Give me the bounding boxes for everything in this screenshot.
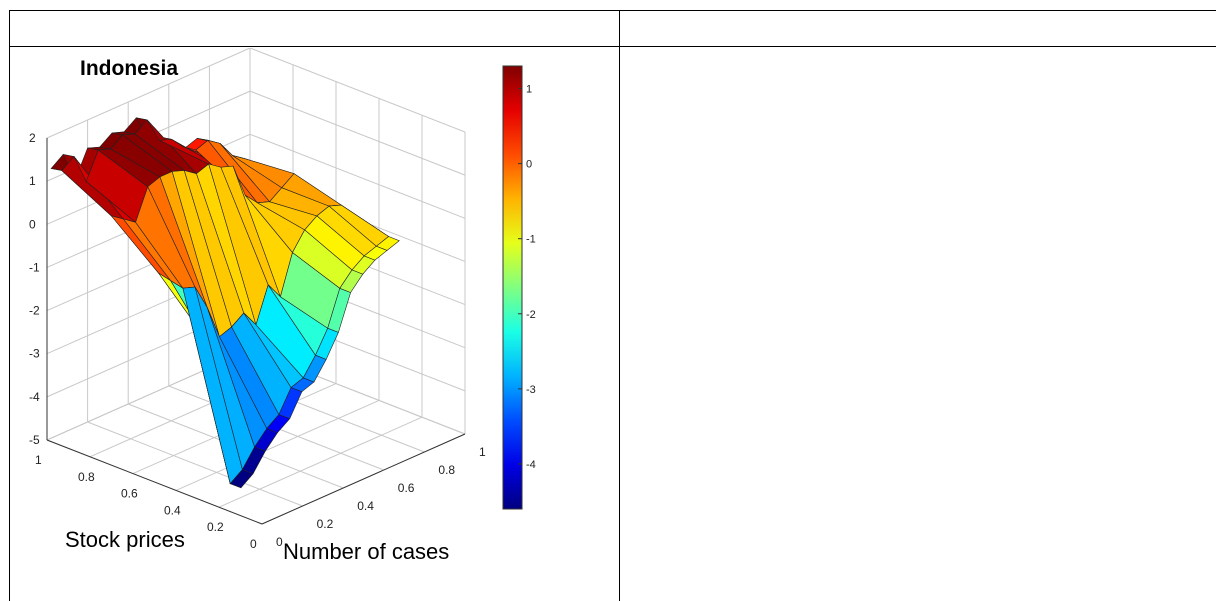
y-tick-label: 0.6 [121,487,138,501]
z-tick-label: -4 [29,390,40,404]
y-tick-label: 0.8 [78,470,95,484]
x-tick-label: 0 [276,535,283,549]
z-tick-label: -5 [29,433,40,447]
table-column-divider [619,10,620,601]
colorbar-tick-label: -4 [526,459,536,471]
grid-line [175,399,380,491]
grid-line [87,421,303,507]
z-tick-label: -2 [29,304,40,318]
y-tick-label: 0.2 [207,520,224,534]
chart-title: Indonesia [80,57,178,80]
table-top-border [9,10,1216,11]
colorbar: 1 0 -1 -2 -3 -4 [502,65,536,510]
z-tick-label: -1 [29,260,40,274]
y-axis-label: Stock prices [65,527,185,552]
z-tick-label: 0 [29,217,36,231]
table-left-border [9,10,10,601]
axis-line [261,433,466,525]
z-tick-label: 1 [29,174,36,188]
x-tick-label: 0.8 [438,463,455,477]
grid-line [249,48,466,133]
chart-panel: 2 1 0 -1 -2 -3 -4 -5 1 0.8 0.6 0.4 0.2 0 0 0.2 0.4 0.6 0.8… [12,48,618,601]
x-tick-label: 1 [479,445,486,459]
x-tick-label: 0.6 [398,481,415,495]
z-tick-label: -3 [29,347,40,361]
x-tick-label: 0.2 [317,517,334,531]
z-tick-label: 2 [29,131,36,145]
grid-line [218,416,423,508]
colorbar-tick-label: -1 [526,234,536,246]
colorbar-tick-label: -3 [526,384,536,396]
grid-line [46,48,251,139]
x-axis-label: Number of cases [283,539,449,564]
y-tick-label: 1 [35,453,42,467]
y-tick-label: 0 [250,537,257,551]
colorbar-tick-label: 0 [526,159,532,171]
grid-line [249,133,466,219]
colorbar-tick-label: -2 [526,309,536,321]
surface-layer [50,117,400,489]
surface-patch [375,236,400,251]
table-row-divider [9,46,1216,47]
colorbar-rect [502,65,523,510]
grid-line [249,90,466,176]
colorbar-tick-label: 1 [526,84,532,96]
surface-chart: 2 1 0 -1 -2 -3 -4 -5 1 0.8 0.6 0.4 0.2 0 0 0.2 0.4 0.6 0.8… [29,48,536,564]
x-tick-label: 0.4 [357,499,374,513]
tick-layer: 2 1 0 -1 -2 -3 -4 -5 1 0.8 0.6 0.4 0.2 0 0 0.2 0.4 0.6 0.8… [29,131,486,551]
axis-line [46,439,263,525]
y-tick-label: 0.4 [164,503,181,517]
